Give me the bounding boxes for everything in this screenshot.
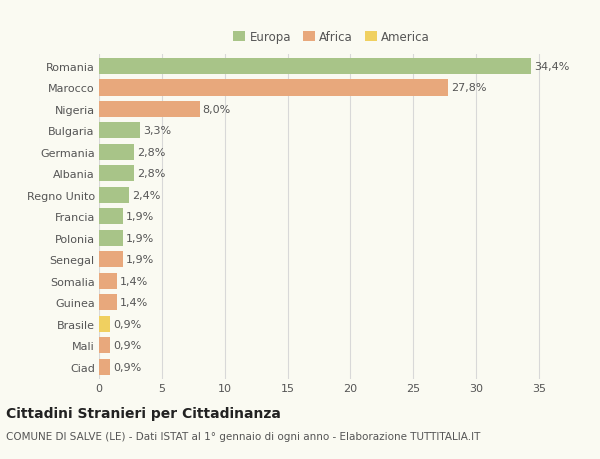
Text: 34,4%: 34,4% — [535, 62, 570, 72]
Text: 2,8%: 2,8% — [137, 148, 166, 157]
Bar — [99, 102, 200, 118]
Text: 0,9%: 0,9% — [113, 362, 142, 372]
Legend: Europa, Africa, America: Europa, Africa, America — [230, 28, 433, 46]
Text: 2,8%: 2,8% — [137, 169, 166, 179]
Text: 0,9%: 0,9% — [113, 319, 142, 329]
Text: 3,3%: 3,3% — [143, 126, 172, 136]
Bar — [99, 316, 110, 332]
Bar — [99, 123, 140, 139]
Text: 1,9%: 1,9% — [126, 212, 154, 222]
Text: 1,4%: 1,4% — [120, 276, 148, 286]
Bar — [99, 166, 134, 182]
Bar — [99, 80, 448, 96]
Text: 1,9%: 1,9% — [126, 255, 154, 265]
Bar — [99, 252, 123, 268]
Bar — [99, 273, 116, 289]
Text: 2,4%: 2,4% — [133, 190, 161, 201]
Bar — [99, 59, 532, 75]
Text: COMUNE DI SALVE (LE) - Dati ISTAT al 1° gennaio di ogni anno - Elaborazione TUTT: COMUNE DI SALVE (LE) - Dati ISTAT al 1° … — [6, 431, 481, 442]
Bar — [99, 187, 129, 203]
Bar — [99, 209, 123, 225]
Text: 8,0%: 8,0% — [203, 105, 231, 115]
Bar — [99, 359, 110, 375]
Bar — [99, 295, 116, 311]
Text: 1,4%: 1,4% — [120, 297, 148, 308]
Text: 1,9%: 1,9% — [126, 233, 154, 243]
Text: 27,8%: 27,8% — [452, 83, 487, 93]
Bar — [99, 337, 110, 353]
Bar — [99, 230, 123, 246]
Text: 0,9%: 0,9% — [113, 341, 142, 351]
Bar — [99, 145, 134, 161]
Text: Cittadini Stranieri per Cittadinanza: Cittadini Stranieri per Cittadinanza — [6, 406, 281, 420]
